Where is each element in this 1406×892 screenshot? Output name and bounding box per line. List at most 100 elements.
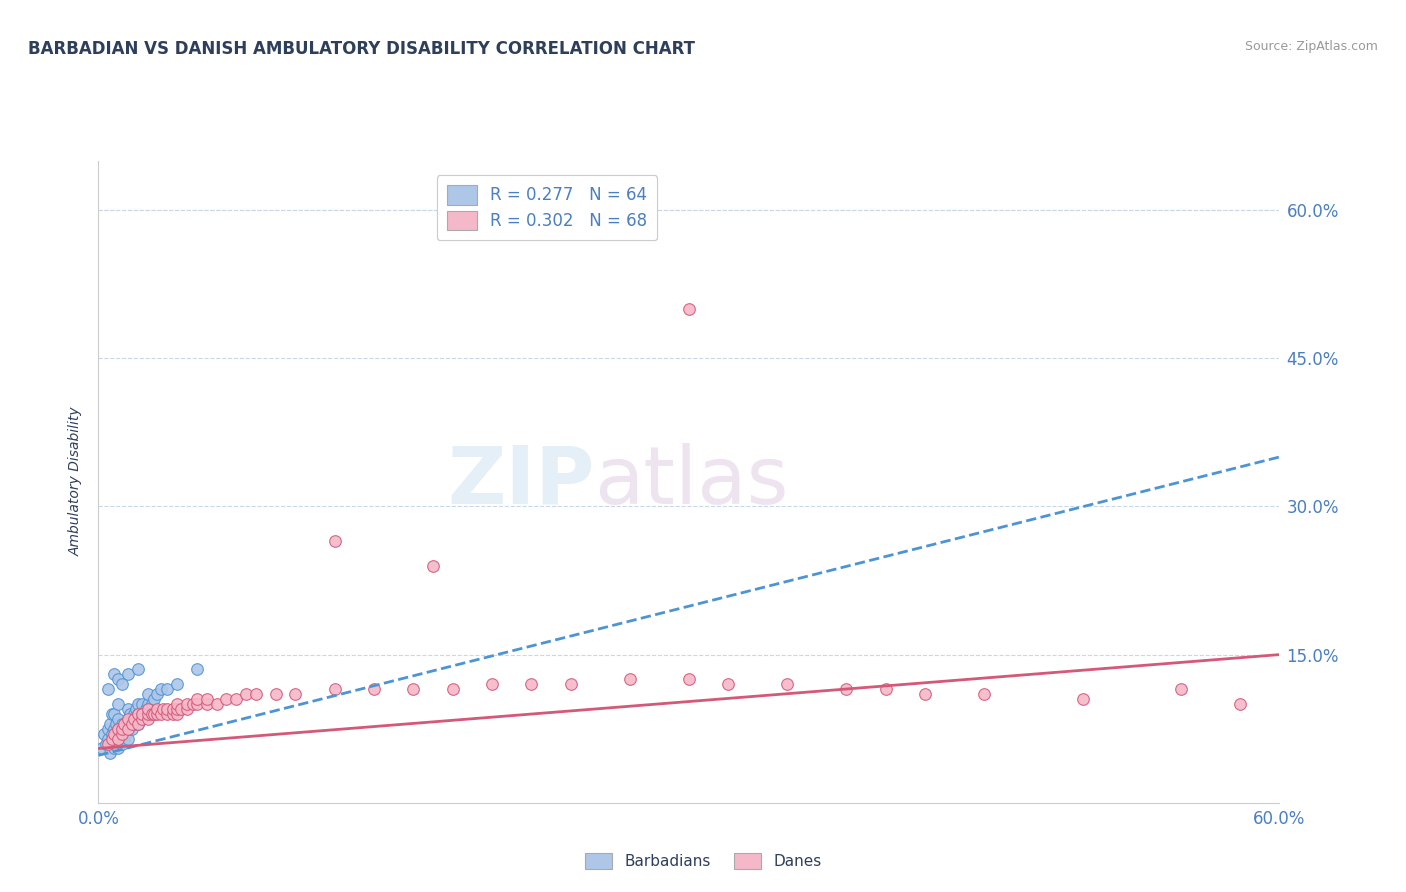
Point <box>115 716 138 731</box>
Point <box>402 682 425 697</box>
Point <box>103 726 125 740</box>
Point <box>93 726 115 740</box>
Point <box>107 741 129 756</box>
Point <box>186 662 208 676</box>
Point <box>195 697 218 711</box>
Point <box>127 716 149 731</box>
Point <box>136 712 159 726</box>
Point <box>520 677 543 691</box>
Point <box>150 682 173 697</box>
Point <box>117 667 139 681</box>
Point <box>264 687 287 701</box>
Point <box>136 697 159 711</box>
Point <box>117 712 139 726</box>
Point <box>97 737 120 751</box>
Text: ZIP: ZIP <box>447 442 595 521</box>
Text: atlas: atlas <box>595 442 789 521</box>
Point <box>118 716 141 731</box>
Point <box>121 716 143 731</box>
Point <box>112 722 135 736</box>
Point <box>323 533 346 548</box>
Point <box>176 702 198 716</box>
Point <box>128 712 150 726</box>
Point <box>101 706 124 721</box>
Point <box>678 301 700 316</box>
Point <box>166 697 188 711</box>
Point <box>117 712 139 726</box>
Point <box>186 697 208 711</box>
Point <box>121 722 143 736</box>
Point <box>125 702 148 716</box>
Point <box>115 726 138 740</box>
Point <box>1229 697 1251 711</box>
Point <box>107 722 129 736</box>
Point <box>150 706 173 721</box>
Point <box>131 706 153 721</box>
Point <box>131 697 153 711</box>
Point <box>146 702 169 716</box>
Point <box>162 702 184 716</box>
Point <box>619 673 641 687</box>
Point <box>107 731 129 746</box>
Point <box>111 726 134 740</box>
Text: BARBADIAN VS DANISH AMBULATORY DISABILITY CORRELATION CHART: BARBADIAN VS DANISH AMBULATORY DISABILIT… <box>28 40 695 58</box>
Point <box>245 687 267 701</box>
Point <box>97 682 120 697</box>
Point <box>181 697 204 711</box>
Point <box>103 722 125 736</box>
Point <box>118 706 141 721</box>
Point <box>122 716 145 731</box>
Point <box>107 673 129 687</box>
Point <box>1071 692 1094 706</box>
Point <box>111 722 134 736</box>
Y-axis label: Ambulatory Disability: Ambulatory Disability <box>69 407 83 557</box>
Point <box>131 706 153 721</box>
Point <box>135 702 157 716</box>
Point <box>108 722 131 736</box>
Point <box>146 706 169 721</box>
Point <box>111 737 134 751</box>
Point <box>108 731 131 746</box>
Point <box>117 722 139 736</box>
Point <box>117 702 139 716</box>
Point <box>97 731 120 746</box>
Point <box>101 737 124 751</box>
Point <box>105 726 128 740</box>
Point <box>96 737 118 751</box>
Point <box>103 706 125 721</box>
Point <box>127 662 149 676</box>
Point <box>441 682 464 697</box>
Point <box>111 726 134 740</box>
Point <box>136 706 159 721</box>
Point <box>186 692 208 706</box>
Point <box>142 706 165 721</box>
Point <box>363 682 385 697</box>
Point <box>973 687 995 701</box>
Point <box>117 731 139 746</box>
Point <box>162 706 184 721</box>
Point <box>678 673 700 687</box>
Point <box>122 712 145 726</box>
Point <box>107 712 129 726</box>
Point <box>875 682 897 697</box>
Point <box>136 702 159 716</box>
Point <box>776 677 799 691</box>
Point <box>125 712 148 726</box>
Point <box>111 677 134 691</box>
Point <box>103 667 125 681</box>
Point <box>117 722 139 736</box>
Point <box>560 677 582 691</box>
Point <box>127 706 149 721</box>
Point <box>142 692 165 706</box>
Point <box>101 731 124 746</box>
Point <box>166 677 188 691</box>
Point <box>717 677 740 691</box>
Legend: R = 0.277   N = 64, R = 0.302   N = 68: R = 0.277 N = 64, R = 0.302 N = 68 <box>437 176 658 241</box>
Point <box>112 716 135 731</box>
Point <box>136 687 159 701</box>
Point <box>101 726 124 740</box>
Point <box>152 702 174 716</box>
Point <box>112 731 135 746</box>
Text: Source: ZipAtlas.com: Source: ZipAtlas.com <box>1244 40 1378 54</box>
Point <box>121 712 143 726</box>
